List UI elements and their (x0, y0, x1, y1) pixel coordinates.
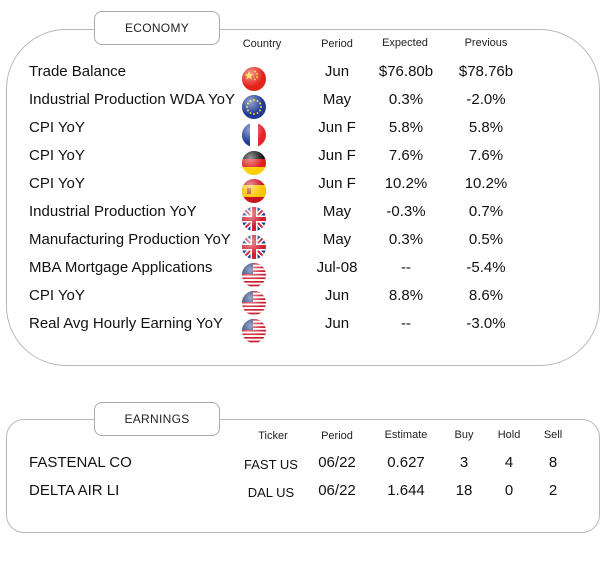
earnings-section-tab: EARNINGS (94, 402, 220, 436)
sell-count: 8 (548, 454, 558, 471)
us-flag-icon (242, 319, 266, 343)
earnings-header-hold: Hold (497, 429, 521, 441)
earnings-panel (6, 419, 600, 533)
economy-panel (6, 29, 600, 366)
event-period: Jun (324, 287, 350, 304)
event-period: Jun F (318, 147, 356, 164)
earnings-header-buy: Buy (454, 429, 474, 441)
event-expected: 0.3% (388, 91, 424, 108)
event-name: Industrial Production YoY (29, 203, 197, 220)
event-previous: 5.8% (468, 119, 504, 136)
event-period: May (322, 231, 352, 248)
event-expected: 0.3% (388, 231, 424, 248)
event-name: CPI YoY (29, 119, 85, 136)
event-period: Jul-08 (316, 259, 358, 276)
event-previous: $78.76b (458, 63, 514, 80)
economy-header-period: Period (321, 38, 353, 50)
estimate: 0.627 (387, 454, 425, 471)
hold-count: 4 (504, 454, 514, 471)
event-name: CPI YoY (29, 287, 85, 304)
uk-flag-icon (242, 235, 266, 259)
event-period: May (322, 91, 352, 108)
ticker: DAL US (247, 485, 295, 500)
event-previous: 0.5% (468, 231, 504, 248)
economy-header-country: Country (242, 38, 282, 50)
spain-flag-icon (242, 179, 266, 203)
event-name: Industrial Production WDA YoY (29, 91, 235, 108)
event-expected: -0.3% (386, 203, 426, 220)
event-previous: -5.4% (466, 259, 506, 276)
event-name: Real Avg Hourly Earning YoY (29, 315, 224, 332)
event-previous: 10.2% (464, 175, 508, 192)
event-expected: -- (401, 315, 411, 332)
event-previous: -3.0% (466, 315, 506, 332)
event-previous: 8.6% (468, 287, 504, 304)
buy-count: 18 (455, 482, 473, 499)
event-period: Jun F (318, 119, 356, 136)
event-name: CPI YoY (29, 147, 85, 164)
event-expected: 10.2% (384, 175, 428, 192)
hold-count: 0 (504, 482, 514, 499)
germany-flag-icon (242, 151, 266, 175)
estimate: 1.644 (387, 482, 425, 499)
economy-header-previous: Previous (464, 37, 508, 49)
event-period: Jun (324, 63, 350, 80)
us-flag-icon (242, 291, 266, 315)
company-name: FASTENAL CO (29, 454, 132, 471)
earnings-period: 06/22 (318, 482, 356, 499)
earnings-period: 06/22 (318, 454, 356, 471)
buy-count: 3 (459, 454, 469, 471)
economy-section-tab: ECONOMY (94, 11, 220, 45)
event-expected: 5.8% (388, 119, 424, 136)
france-flag-icon (242, 123, 266, 147)
event-expected: -- (401, 259, 411, 276)
us-flag-icon (242, 263, 266, 287)
earnings-header-period: Period (321, 430, 353, 442)
event-previous: 0.7% (468, 203, 504, 220)
event-expected: 7.6% (388, 147, 424, 164)
event-period: Jun (324, 315, 350, 332)
event-name: MBA Mortgage Applications (29, 259, 213, 276)
eu-flag-icon (242, 95, 266, 119)
event-period: Jun F (318, 175, 356, 192)
china-flag-icon (242, 67, 266, 91)
event-name: Trade Balance (29, 63, 127, 80)
uk-flag-icon (242, 207, 266, 231)
event-previous: 7.6% (468, 147, 504, 164)
event-expected: 8.8% (388, 287, 424, 304)
earnings-header-sell: Sell (543, 429, 563, 441)
event-name: CPI YoY (29, 175, 85, 192)
event-expected: $76.80b (378, 63, 434, 80)
sell-count: 2 (548, 482, 558, 499)
earnings-header-estimate: Estimate (384, 429, 428, 441)
event-period: May (322, 203, 352, 220)
event-name: Manufacturing Production YoY (29, 231, 231, 248)
earnings-header-ticker: Ticker (258, 430, 288, 442)
economy-header-expected: Expected (382, 37, 428, 49)
company-name: DELTA AIR LI (29, 482, 120, 499)
ticker: FAST US (244, 457, 298, 472)
event-previous: -2.0% (466, 91, 506, 108)
